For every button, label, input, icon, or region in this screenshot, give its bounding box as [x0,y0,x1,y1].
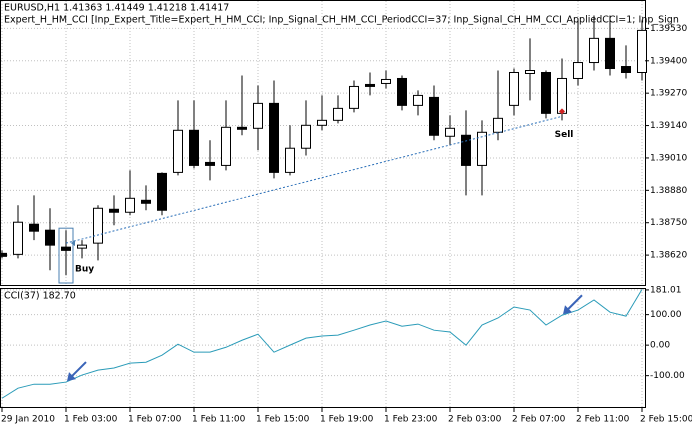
x-tick-label: 1 Feb 19:00 [320,415,374,425]
x-tick-label: 2 Feb 11:00 [576,415,630,425]
candle-body [445,127,455,137]
signal-marker [71,240,75,247]
candle-body [333,107,343,121]
x-tick-label: 1 Feb 07:00 [128,415,182,425]
candle-body [557,77,567,114]
main-pane-frame [0,0,646,286]
x-tick-label: 1 Feb 11:00 [192,415,246,425]
chart-title: EURUSD,H1 1.41363 1.41449 1.41218 1.4141… [4,3,229,14]
candle-body [221,126,231,166]
candle-body [237,126,247,130]
candle-body [157,172,167,211]
candle-body [141,199,151,204]
candle-body [285,147,295,173]
indicator-pane-frame [0,288,646,408]
candle-body [45,229,55,246]
x-tick-label: 2 Feb 07:00 [512,415,566,425]
x-tick-label: 29 Jan 2010 [1,415,55,425]
signal-arrow-head [563,305,572,315]
candle-body [349,85,359,109]
x-tick-label: 1 Feb 03:00 [64,415,118,425]
candle-body [317,119,327,126]
candle-body [461,134,471,166]
candle-body [205,161,215,166]
candle-body [61,246,71,251]
candle-body [573,62,583,79]
y-tick-label: 1.38620 [650,251,687,261]
signal-label: Sell [555,130,574,140]
signal-label: Buy [75,265,94,275]
candle-body [509,71,519,106]
candle-body [301,124,311,149]
candle-body [269,102,279,173]
candle-body [109,208,119,213]
y-tick-label: 0.00 [650,341,670,351]
x-tick-label: 2 Feb 03:00 [448,415,502,425]
candle-body [637,29,647,73]
marks: Buy Sell [0,15,647,399]
y-tick-label: 1.39270 [650,89,687,99]
candle-body [413,94,423,106]
candle-body [125,197,135,213]
candle-body [173,129,183,173]
candle-body [381,78,391,84]
indicator-title: CCI(37) 182.70 [4,291,76,302]
y-tick-label: 1.38750 [650,218,687,228]
candle-body [525,70,535,74]
candle-body [29,223,39,232]
candle-body [365,83,375,87]
candle-body [77,244,87,249]
trade-line [65,115,563,244]
signal-marker [559,108,565,115]
signal-arrow [565,294,583,312]
candle-body [189,129,199,166]
candle-body [493,117,503,133]
y-tick-label: -100.00 [650,371,685,381]
y-tick-label: 1.39010 [650,153,687,163]
candle-body [605,37,615,70]
candle-body [13,221,23,255]
candle-body [541,71,551,114]
candle-body [621,66,631,73]
candle-body [253,102,263,129]
x-tick-label: 2 Feb 15:00 [640,415,692,425]
y-tick-label: 181.01 [650,285,682,295]
y-tick-label: 1.39530 [650,24,687,34]
candle-body [429,96,439,136]
candle-body [589,37,599,64]
y-tick-label: 1.38880 [650,186,687,196]
x-tick-label: 1 Feb 15:00 [256,415,310,425]
chart-subtitle: Expert_H_HM_CCI [Inp_Expert_Title=Expert… [4,15,679,26]
cci-line [1,289,643,399]
candle-body [0,252,7,257]
y-tick-label: 100.00 [650,310,682,320]
y-tick-label: 1.39400 [650,56,687,66]
candle-body [397,77,407,106]
signal-box [58,227,74,284]
signal-arrow [69,361,87,379]
signal-arrow-head [67,372,76,382]
candle-body [93,207,103,244]
x-tick-label: 1 Feb 23:00 [384,415,438,425]
candle-body [477,131,487,166]
y-tick-label: 1.39140 [650,121,687,131]
